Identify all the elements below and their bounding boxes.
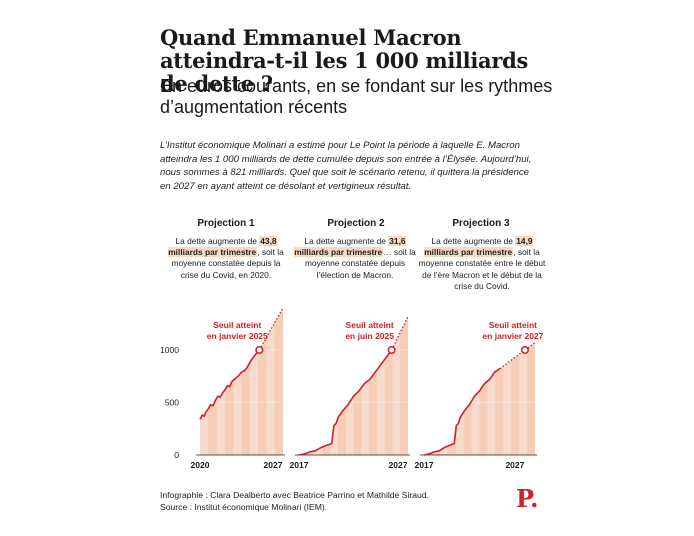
area-stripe (439, 342, 448, 455)
threshold-annotation: en juin 2025 (345, 331, 394, 341)
desc-text: La dette augmente de (175, 236, 260, 246)
area-stripe (487, 342, 496, 455)
threshold-annotation: en janvier 2025 (207, 331, 268, 341)
area-fill (200, 308, 283, 455)
le-point-logo: P. (516, 486, 538, 512)
area-stripe (266, 308, 275, 455)
footer-source: Source : Institut économique Molinari (I… (160, 501, 328, 512)
area-stripe (361, 316, 370, 455)
threshold-marker (387, 345, 396, 355)
threshold-marker (255, 345, 264, 355)
desc-text: , soit la moyenne constatée entre le déb… (418, 247, 546, 291)
area-stripe (216, 308, 225, 455)
footer: Infographie : Clara Dealberto avec Beatr… (160, 490, 429, 513)
area-stripe (200, 308, 209, 455)
y-tick-label: 1000 (160, 345, 179, 355)
desc-text: La dette augmente de (304, 236, 389, 246)
series-line-projection (258, 307, 284, 351)
projection-3-description: La dette augmente de 14,9 milliards par … (418, 236, 546, 292)
subtitle: En euros courants, en se fondant sur les… (160, 76, 553, 117)
desc-text: , soit la moyenne constatée depuis la cr… (171, 247, 284, 280)
desc-text: La dette augmente de (431, 236, 516, 246)
area-fill (299, 316, 408, 455)
area-stripe (345, 316, 354, 455)
x-tick-label: 2017 (290, 460, 309, 470)
desc-text: … soit la moyenne constatée depuis l’éle… (304, 247, 416, 280)
projection-1-description: La dette augmente de 43,8 milliards par … (162, 236, 290, 281)
threshold-annotation: Seuil atteint (489, 320, 537, 330)
area-stripe (471, 342, 480, 455)
series-line-projection (499, 342, 536, 370)
projection-1-title: Projection 1 (197, 218, 255, 229)
series-line-projection (391, 316, 409, 351)
title: Quand Emmanuel Macron atteindra-t-il les… (160, 25, 529, 96)
threshold-annotation: Seuil atteint (213, 320, 261, 330)
area-stripe (376, 316, 385, 455)
projection-3-title: Projection 3 (452, 218, 510, 229)
y-tick-label: 500 (165, 398, 179, 408)
x-tick-label: 2027 (389, 460, 408, 470)
intro-text: L’Institut économique Molinari a estimé … (160, 140, 532, 192)
threshold-annotation: en janvier 2027 (482, 331, 543, 341)
area-fill (424, 342, 535, 455)
x-tick-label: 2027 (505, 460, 524, 470)
projection-2-description: La dette augmente de 31,6 milliards par … (291, 236, 419, 281)
footer-credit: Infographie : Clara Dealberto avec Beatr… (160, 490, 429, 500)
y-tick-label: 0 (174, 450, 179, 460)
series-line-historical (199, 349, 260, 420)
area-stripe (249, 308, 259, 455)
x-tick-label: 2020 (191, 460, 210, 470)
threshold-annotation: Seuil atteint (346, 320, 394, 330)
projection-2-title: Projection 2 (327, 218, 385, 229)
threshold-marker (520, 345, 529, 355)
area-stripe (392, 316, 401, 455)
area-stripe (424, 342, 432, 455)
area-stripe (314, 316, 323, 455)
area-stripe (519, 342, 528, 455)
x-tick-label: 2027 (264, 460, 283, 470)
series-line-historical (298, 349, 393, 456)
area-stripe (233, 308, 242, 455)
logo-text: P. (516, 484, 539, 513)
area-stripe (299, 316, 307, 455)
x-tick-label: 2017 (415, 460, 434, 470)
area-stripe (503, 342, 512, 455)
series-line-historical (423, 368, 501, 456)
